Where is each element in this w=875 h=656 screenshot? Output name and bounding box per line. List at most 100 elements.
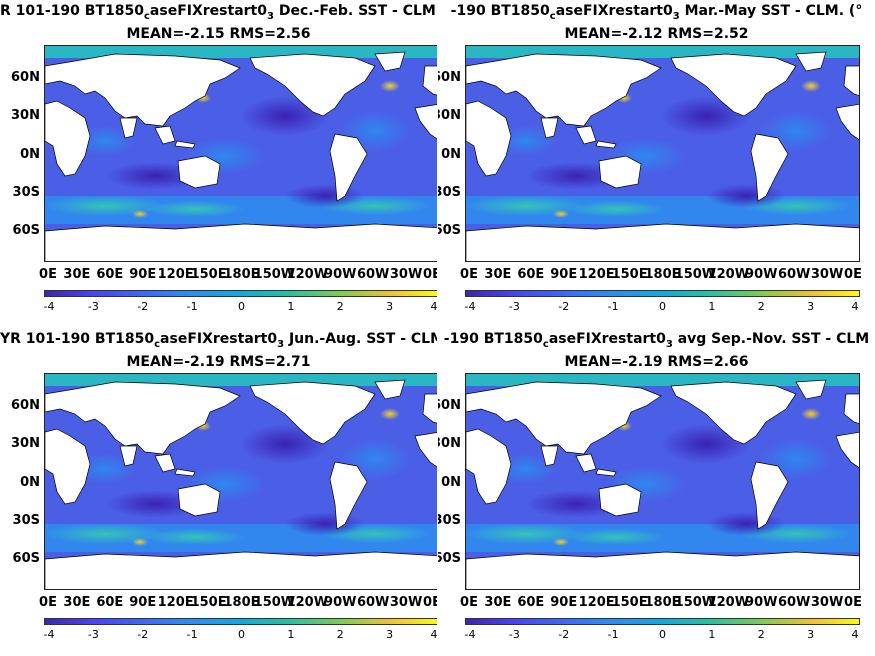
colorbar-tick-label: -2 bbox=[558, 628, 570, 641]
lon-label: 0E bbox=[423, 267, 437, 282]
lon-label: 30W bbox=[810, 267, 844, 282]
lat-label: 60S bbox=[12, 223, 40, 238]
negative-anomaly bbox=[706, 184, 786, 208]
colorbar-tick-label: 4 bbox=[430, 628, 438, 641]
warm-anomaly-gulfstream bbox=[801, 80, 821, 92]
map-canvas bbox=[466, 374, 859, 589]
colorbar-tick-label: 4 bbox=[851, 628, 859, 641]
lon-label: 0E bbox=[844, 595, 862, 610]
colorbar bbox=[465, 618, 860, 625]
colorbar-tick-label: 0 bbox=[659, 628, 666, 641]
lon-label: 60W bbox=[777, 595, 811, 610]
land bbox=[45, 51, 437, 261]
lon-label: 180E bbox=[644, 267, 681, 282]
colorbar-tick-label: 0 bbox=[238, 628, 245, 641]
colorbar-tick-label: -4 bbox=[464, 300, 476, 313]
lon-label: 30E bbox=[484, 267, 512, 282]
colorbar-tick-label: 2 bbox=[336, 628, 344, 641]
colorbar-tick-label: 4 bbox=[430, 300, 438, 313]
lat-label: 30N bbox=[438, 108, 461, 123]
lon-label: 90E bbox=[550, 267, 578, 282]
lat-label: 30S bbox=[438, 185, 461, 200]
colorbar-tick-label: 3 bbox=[807, 628, 815, 641]
lon-label: 60E bbox=[96, 595, 124, 610]
lon-label: 0E bbox=[460, 267, 478, 282]
lon-label: 30E bbox=[63, 267, 91, 282]
lat-label: 60N bbox=[11, 70, 40, 85]
lon-label: 90W bbox=[324, 267, 357, 282]
lon-label: 120E bbox=[578, 267, 615, 282]
colorbar-tick-label: 1 bbox=[287, 300, 295, 313]
land bbox=[45, 379, 437, 589]
lon-label: 120W bbox=[286, 267, 329, 282]
mild-anomaly bbox=[496, 126, 556, 156]
panel-stats: MEAN=-2.12 RMS=2.52 bbox=[564, 26, 749, 42]
lon-label: 120E bbox=[578, 595, 615, 610]
land bbox=[466, 51, 859, 261]
colorbar bbox=[44, 618, 437, 625]
lon-label: 60W bbox=[777, 267, 811, 282]
southern-ocean-anomaly bbox=[145, 201, 245, 217]
colorbar-tick-label: 2 bbox=[336, 300, 344, 313]
lon-label: 30W bbox=[810, 595, 844, 610]
colorbar-tick-label: 3 bbox=[386, 628, 394, 641]
lat-label: 30S bbox=[12, 185, 40, 200]
lat-label: 0N bbox=[441, 475, 461, 490]
colorbar-ticks: -4 -3 -2 -1 0 1 2 3 4 bbox=[44, 628, 437, 642]
map-panel-mam: -190 BT1850caseFIXrestart03 Mar.-May SST… bbox=[438, 0, 875, 328]
colorbar-tick-label: 0 bbox=[238, 300, 245, 313]
lon-label: 30W bbox=[389, 267, 423, 282]
mild-anomaly bbox=[75, 454, 135, 484]
colorbar-tick-label: 2 bbox=[757, 300, 765, 313]
sst-anomaly-map bbox=[465, 373, 860, 590]
warm-anomaly-gulfstream bbox=[380, 408, 400, 420]
lon-label: 120E bbox=[157, 595, 194, 610]
colorbar-tick-label: -3 bbox=[87, 628, 99, 641]
colorbar-ticks: -4 -3 -2 -1 0 1 2 3 4 bbox=[465, 300, 860, 314]
colorbar-tick-label: 2 bbox=[757, 628, 765, 641]
longitude-labels: 0E 30E 60E 90E 120E 150E 180E 150W 120W 90W 60W 30W… bbox=[39, 267, 437, 283]
lon-label: 150E bbox=[190, 595, 227, 610]
lon-label: 150W bbox=[253, 595, 296, 610]
lon-label: 0E bbox=[460, 595, 478, 610]
colorbar-ticks: -4 -3 -2 -1 0 1 2 3 4 bbox=[44, 300, 437, 314]
lat-label: 60N bbox=[438, 70, 461, 85]
lat-label: 30N bbox=[11, 108, 40, 123]
sst-anomaly-map bbox=[44, 373, 437, 590]
lon-label: 150W bbox=[674, 267, 717, 282]
lon-label: 60W bbox=[356, 595, 390, 610]
lon-label: 90W bbox=[324, 595, 357, 610]
panel-title: YR 101-190 BT1850caseFIXrestart03 Jun.-A… bbox=[0, 331, 437, 350]
colorbar-tick-label: 1 bbox=[708, 628, 716, 641]
lon-label: 60W bbox=[356, 267, 390, 282]
mild-anomaly bbox=[75, 126, 135, 156]
panel-title: R 101-190 BT1850caseFIXrestart03 Dec.-Fe… bbox=[0, 3, 437, 22]
warm-anomaly-agulhas bbox=[553, 210, 569, 218]
lat-label: 30N bbox=[11, 436, 40, 451]
map-panel-son: -190 BT1850caseFIXrestart03 avg Sep.-Nov… bbox=[438, 328, 875, 656]
lon-label: 90E bbox=[550, 595, 578, 610]
colorbar-tick-label: -1 bbox=[186, 300, 198, 313]
lat-label: 30N bbox=[438, 436, 461, 451]
lon-label: 90E bbox=[129, 595, 157, 610]
lat-label: 60N bbox=[11, 398, 40, 413]
lon-label: 120W bbox=[707, 267, 750, 282]
southern-ocean-anomaly bbox=[566, 201, 666, 217]
colorbar-tick-label: -4 bbox=[43, 628, 55, 641]
colorbar-tick-label: -4 bbox=[464, 628, 476, 641]
lat-label: 30S bbox=[12, 513, 40, 528]
colorbar-tick-label: 4 bbox=[851, 300, 859, 313]
land bbox=[466, 379, 859, 589]
colorbar-tick-label: 0 bbox=[659, 300, 666, 313]
colorbar-tick-label: -2 bbox=[137, 300, 149, 313]
lat-label: 30S bbox=[438, 513, 461, 528]
warm-anomaly-agulhas bbox=[132, 210, 148, 218]
lon-label: 60E bbox=[517, 595, 545, 610]
panel-stats: MEAN=-2.19 RMS=2.66 bbox=[564, 354, 749, 370]
lon-label: 150E bbox=[611, 595, 648, 610]
colorbar-tick-label: -3 bbox=[508, 300, 520, 313]
longitude-labels: 0E 30E 60E 90E 120E 150E 180E 150W 120W 90W 60W 30W… bbox=[460, 595, 862, 611]
lon-label: 120E bbox=[157, 267, 194, 282]
warm-anomaly-agulhas bbox=[132, 538, 148, 546]
colorbar-tick-label: -3 bbox=[508, 628, 520, 641]
